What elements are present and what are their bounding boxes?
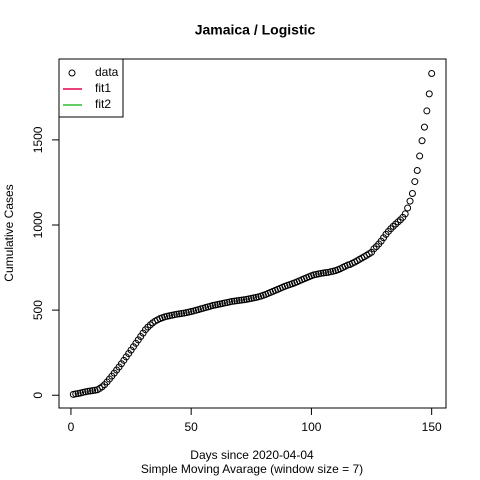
data-point (428, 69, 436, 77)
data-point (420, 123, 428, 131)
data-point (173, 310, 181, 318)
legend-symbol (68, 69, 76, 77)
legend-label: fit2 (95, 97, 111, 111)
legend-label: data (95, 65, 119, 79)
legend-label: fit1 (95, 81, 111, 95)
data-point (425, 90, 433, 98)
data-point (228, 297, 236, 305)
x-tick-label: 100 (301, 420, 321, 434)
data-point (317, 269, 325, 277)
data-point (413, 167, 421, 175)
data-point (86, 387, 94, 395)
data-point (235, 296, 243, 304)
data-point (240, 296, 248, 304)
data-point (178, 310, 186, 318)
data-point (411, 178, 419, 186)
data-point (408, 189, 416, 197)
data-point (84, 387, 92, 395)
x-tick-label: 50 (184, 420, 198, 434)
y-tick-label: 1000 (31, 211, 45, 238)
data-point (370, 245, 378, 253)
data-point (230, 297, 238, 305)
data-point (418, 137, 426, 145)
data-point (144, 323, 152, 331)
y-tick-label: 500 (31, 300, 45, 320)
subtitle: Simple Moving Avarage (window size = 7) (141, 462, 363, 476)
x-axis-label: Days since 2020-04-04 (190, 448, 314, 462)
data-point (175, 310, 183, 318)
data-point (72, 390, 80, 398)
chart-title: Jamaica / Logistic (195, 22, 316, 38)
data-point (322, 269, 330, 277)
legend-box (58, 58, 124, 118)
data-point (387, 225, 395, 233)
y-tick-label: 1500 (31, 126, 45, 153)
y-tick-label: 0 (31, 392, 45, 399)
data-point (389, 222, 397, 230)
data-point (238, 296, 246, 304)
data-point (406, 197, 414, 205)
data-point (423, 107, 431, 115)
data-point (401, 210, 409, 218)
x-tick-label: 150 (422, 420, 442, 434)
data-point (416, 152, 424, 160)
y-axis-label: Cumulative Cases (2, 184, 16, 281)
x-tick-label: 0 (68, 420, 75, 434)
data-point (319, 269, 327, 277)
data-point (233, 297, 241, 305)
plot-box (58, 58, 447, 409)
data-point (392, 220, 400, 228)
data-point (404, 204, 412, 212)
data-point (89, 387, 97, 395)
